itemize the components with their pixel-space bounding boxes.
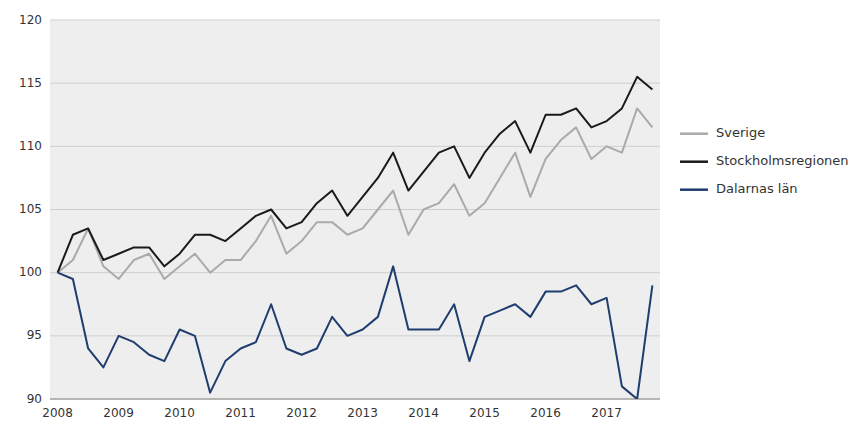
- y-tick-label: 90: [27, 392, 42, 406]
- plot-background: [50, 20, 660, 399]
- grid-line: [50, 209, 660, 210]
- x-tick-label: 2011: [225, 406, 256, 420]
- grid-line: [50, 83, 660, 84]
- legend-swatch: [680, 188, 708, 191]
- x-tick-label: 2009: [103, 406, 134, 420]
- legend-label: Stockholmsregionen: [716, 153, 849, 168]
- grid-line: [50, 272, 660, 273]
- grid-line: [50, 20, 660, 21]
- x-tick-label: 2013: [347, 406, 378, 420]
- grid-line: [50, 146, 660, 147]
- x-tick-label: 2017: [591, 406, 622, 420]
- y-tick-label: 115: [19, 76, 42, 90]
- x-tick-label: 2016: [530, 406, 561, 420]
- series-line: [58, 77, 653, 273]
- x-tick-label: 2014: [408, 406, 439, 420]
- legend: Sverige Stockholmsregionen Dalarnas län: [680, 125, 849, 196]
- x-tick-label: 2010: [164, 406, 195, 420]
- series-line: [58, 266, 653, 399]
- legend-swatch: [680, 132, 708, 135]
- y-tick-label: 120: [19, 13, 42, 27]
- y-tick-label: 105: [19, 202, 42, 216]
- y-tick-label: 110: [19, 139, 42, 153]
- legend-label: Dalarnas län: [716, 181, 798, 196]
- y-axis: 90 95 100 105 110 115 120: [19, 13, 660, 406]
- lines: [58, 77, 653, 399]
- x-axis-line: [50, 399, 660, 400]
- x-tick-label: 2008: [42, 406, 73, 420]
- legend-label: Sverige: [716, 125, 765, 140]
- y-tick-label: 95: [27, 328, 42, 342]
- x-axis: 2008 2009 2010 2011 2012 2013 2014 2015 2016 2017: [42, 406, 622, 420]
- chart: 9095100105110115120200820092010201120122…: [0, 0, 860, 443]
- y-tick-label: 100: [19, 265, 42, 279]
- x-tick-label: 2015: [469, 406, 500, 420]
- x-tick-label: 2012: [286, 406, 317, 420]
- grid-line: [50, 335, 660, 336]
- grid-line: [50, 399, 660, 400]
- series-line: [58, 108, 653, 279]
- legend-swatch: [680, 160, 708, 163]
